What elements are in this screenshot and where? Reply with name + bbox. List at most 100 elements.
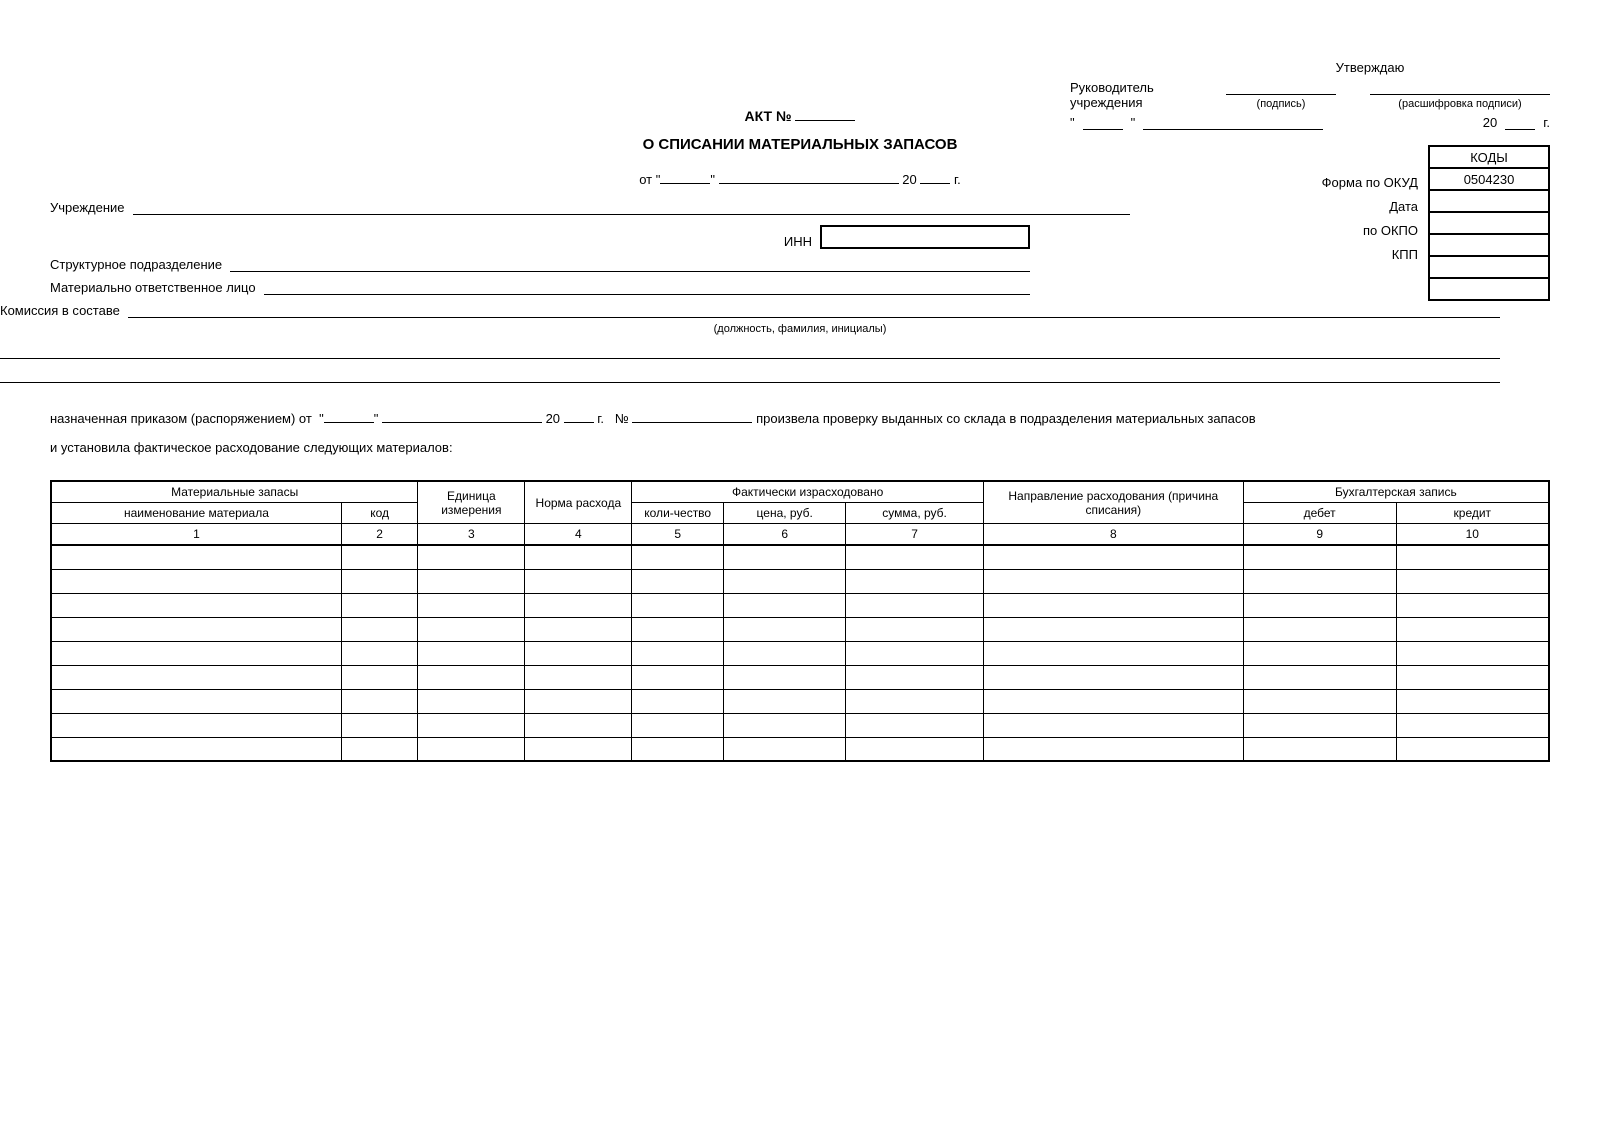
table-cell [1243,713,1396,737]
th-unit: Единица измерения [418,481,525,524]
table-cell [846,737,984,761]
table-cell [1396,665,1549,689]
table-cell [983,593,1243,617]
table-cell [1396,689,1549,713]
table-cell [983,545,1243,569]
table-cell [418,737,525,761]
table-cell [983,689,1243,713]
codes-header: КОДЫ [1429,146,1549,168]
col-num-8: 8 [983,524,1243,546]
table-row [51,569,1549,593]
subdivision-line [230,254,1030,272]
decode-line [1370,79,1550,95]
table-cell [846,569,984,593]
table-cell [1396,737,1549,761]
col-num-3: 3 [418,524,525,546]
table-cell [525,593,632,617]
table-cell [341,641,417,665]
table-cell [51,617,341,641]
th-qty: коли-чество [632,503,724,524]
approve-title: Утверждаю [1070,60,1550,75]
table-cell [724,545,846,569]
th-actual: Фактически израсходовано [632,481,984,503]
table-cell [632,737,724,761]
doc-year [920,168,950,184]
table-cell [341,665,417,689]
order-text: назначенная приказом (распоряжением) от … [50,405,1550,462]
table-cell [525,569,632,593]
signature-line [1226,79,1336,95]
responsible-line [264,277,1030,295]
table-cell [724,713,846,737]
institution-line [133,197,1130,215]
table-row [51,545,1549,569]
table-cell [632,713,724,737]
extra-cell-1 [1429,256,1549,278]
table-row [51,617,1549,641]
date-code-label: Дата [1322,195,1418,219]
table-row [51,713,1549,737]
approval-day [1083,114,1123,130]
table-cell [51,737,341,761]
th-code: код [341,503,417,524]
table-cell [418,689,525,713]
table-cell [525,737,632,761]
table-cell [341,713,417,737]
table-cell [846,665,984,689]
table-cell [724,665,846,689]
table-cell [632,545,724,569]
commission-line-3 [0,363,1500,383]
col-num-5: 5 [632,524,724,546]
table-cell [1243,569,1396,593]
table-cell [418,545,525,569]
table-cell [525,689,632,713]
order-day [324,407,374,423]
doc-year-suffix: г. [954,172,961,187]
th-price: цена, руб. [724,503,846,524]
th-materials: Материальные запасы [51,481,418,503]
table-cell [983,737,1243,761]
table-cell [724,569,846,593]
inn-box [820,225,1030,249]
table-cell [1243,665,1396,689]
date-quote-open: " [1070,115,1075,130]
col-num-9: 9 [1243,524,1396,546]
order-month [382,407,542,423]
order-year [564,407,594,423]
table-cell [1396,713,1549,737]
col-num-2: 2 [341,524,417,546]
table-cell [983,665,1243,689]
table-cell [341,737,417,761]
table-cell [418,641,525,665]
subdivision-label: Структурное подразделение [50,257,222,272]
th-credit: кредит [1396,503,1549,524]
table-cell [1396,545,1549,569]
table-cell [418,569,525,593]
table-cell [983,641,1243,665]
doc-day [660,168,710,184]
th-sum: сумма, руб. [846,503,984,524]
table-cell [846,641,984,665]
table-cell [418,713,525,737]
table-cell [525,713,632,737]
th-debit: дебет [1243,503,1396,524]
document-title: О СПИСАНИИ МАТЕРИАЛЬНЫХ ЗАПАСОВ [420,136,1180,153]
table-cell [846,689,984,713]
col-num-4: 4 [525,524,632,546]
head-label-2: учреждения [1070,95,1143,110]
table-cell [724,593,846,617]
commission-label: Комиссия в составе [0,303,120,318]
table-cell [418,593,525,617]
from-label: от [639,172,652,187]
head-label-1: Руководитель [1070,80,1154,95]
table-cell [341,545,417,569]
commission-line-2 [0,339,1500,359]
table-cell [341,617,417,641]
table-cell [983,713,1243,737]
order-number [632,407,752,423]
commission-line [128,300,1500,318]
table-row [51,641,1549,665]
codes-block: Форма по ОКУД Дата по ОКПО КПП КОДЫ 0504… [1322,145,1550,301]
kpp-cell [1429,234,1549,256]
table-cell [51,665,341,689]
